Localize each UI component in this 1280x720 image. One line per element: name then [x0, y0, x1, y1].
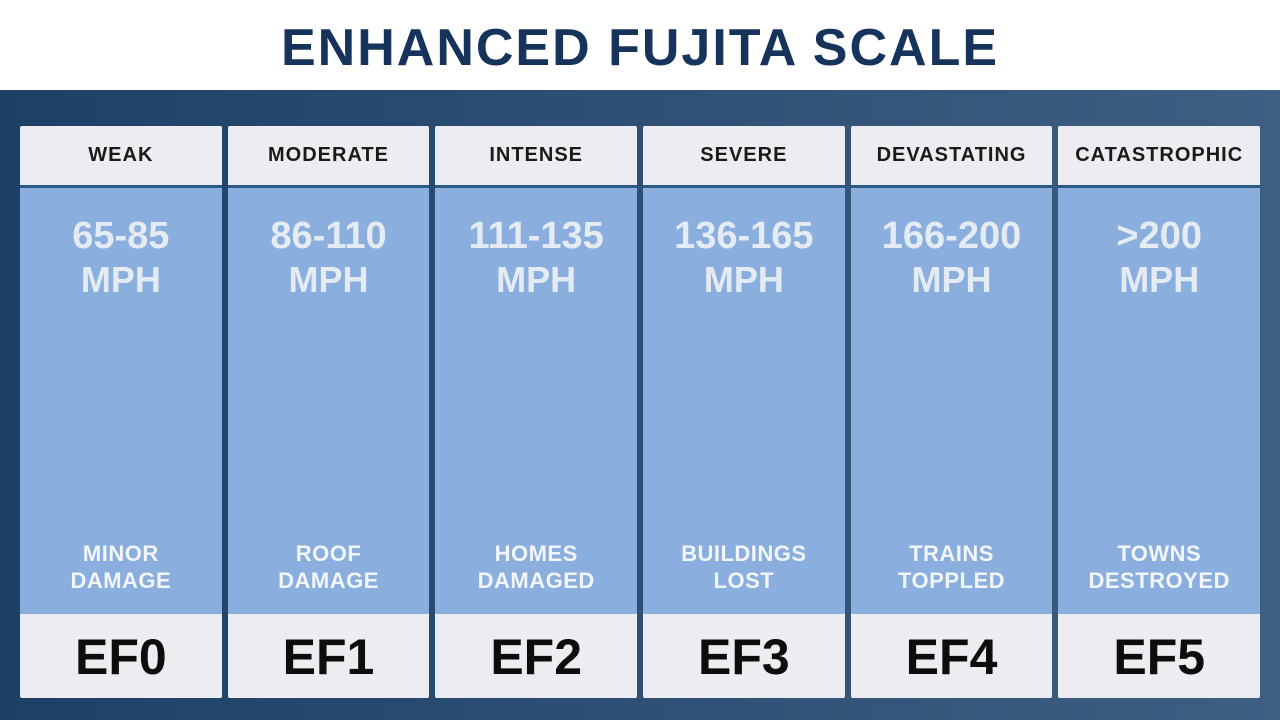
damage-description: HOMES DAMAGED	[441, 541, 631, 594]
ef-rating: EF4	[851, 614, 1053, 698]
body-area: WEAK65-85MPHMINOR DAMAGEEF0MODERATE86-11…	[0, 90, 1280, 720]
scale-column-ef2: INTENSE 111-135MPH HOMES DAMAGED EF2	[435, 126, 637, 698]
column-body: 65-85MPH MINOR DAMAGE	[20, 188, 222, 614]
damage-description: BUILDINGS LOST	[649, 541, 839, 594]
wind-range: 65-85	[26, 216, 216, 258]
wind-unit: MPH	[857, 260, 1047, 300]
damage-description: ROOF DAMAGE	[234, 541, 424, 594]
wind-unit: MPH	[26, 260, 216, 300]
damage-description: TRAINS TOPPLED	[857, 541, 1047, 594]
intensity-label: DEVASTATING	[851, 126, 1053, 185]
wind-speed: 86-110MPH	[234, 216, 424, 299]
scale-column-ef4: DEVASTATING 166-200MPH TRAINS TOPPLED EF4	[851, 126, 1053, 698]
ef-rating: EF1	[228, 614, 430, 698]
ef-rating: EF0	[20, 614, 222, 698]
wind-range: 86-110	[234, 216, 424, 258]
intensity-label: SEVERE	[643, 126, 845, 185]
title-bar: ENHANCED FUJITA SCALE	[0, 0, 1280, 90]
wind-unit: MPH	[649, 260, 839, 300]
scale-column-ef0: WEAK 65-85MPH MINOR DAMAGE EF0	[20, 126, 222, 698]
wind-range: 166-200	[857, 216, 1047, 258]
wind-range: 136-165	[649, 216, 839, 258]
wind-unit: MPH	[441, 260, 631, 300]
wind-speed: 65-85MPH	[26, 216, 216, 299]
wind-speed: >200MPH	[1064, 216, 1254, 299]
scale-column-ef1: MODERATE 86-110MPH ROOF DAMAGE EF1	[228, 126, 430, 698]
scale-columns: WEAK65-85MPHMINOR DAMAGEEF0MODERATE86-11…	[20, 126, 1260, 698]
wind-unit: MPH	[1064, 260, 1254, 300]
ef-rating: EF5	[1058, 614, 1260, 698]
damage-description: MINOR DAMAGE	[26, 541, 216, 594]
ef-rating: EF2	[435, 614, 637, 698]
intensity-label: CATASTROPHIC	[1058, 126, 1260, 185]
wind-range: >200	[1064, 216, 1254, 258]
page-title: ENHANCED FUJITA SCALE	[0, 18, 1280, 78]
scale-column-ef3: SEVERE 136-165MPH BUILDINGS LOST EF3	[643, 126, 845, 698]
ef-rating: EF3	[643, 614, 845, 698]
wind-speed: 166-200MPH	[857, 216, 1047, 299]
column-body: 166-200MPH TRAINS TOPPLED	[851, 188, 1053, 614]
column-body: >200MPH TOWNS DESTROYED	[1058, 188, 1260, 614]
intensity-label: INTENSE	[435, 126, 637, 185]
column-body: 111-135MPH HOMES DAMAGED	[435, 188, 637, 614]
wind-speed: 111-135MPH	[441, 216, 631, 299]
column-body: 136-165MPH BUILDINGS LOST	[643, 188, 845, 614]
infographic-container: ENHANCED FUJITA SCALE WEAK65-85MPHMINOR …	[0, 0, 1280, 720]
intensity-label: MODERATE	[228, 126, 430, 185]
wind-unit: MPH	[234, 260, 424, 300]
scale-column-ef5: CATASTROPHIC >200MPH TOWNS DESTROYED EF5	[1058, 126, 1260, 698]
wind-speed: 136-165MPH	[649, 216, 839, 299]
damage-description: TOWNS DESTROYED	[1064, 541, 1254, 594]
intensity-label: WEAK	[20, 126, 222, 185]
wind-range: 111-135	[441, 216, 631, 258]
column-body: 86-110MPH ROOF DAMAGE	[228, 188, 430, 614]
